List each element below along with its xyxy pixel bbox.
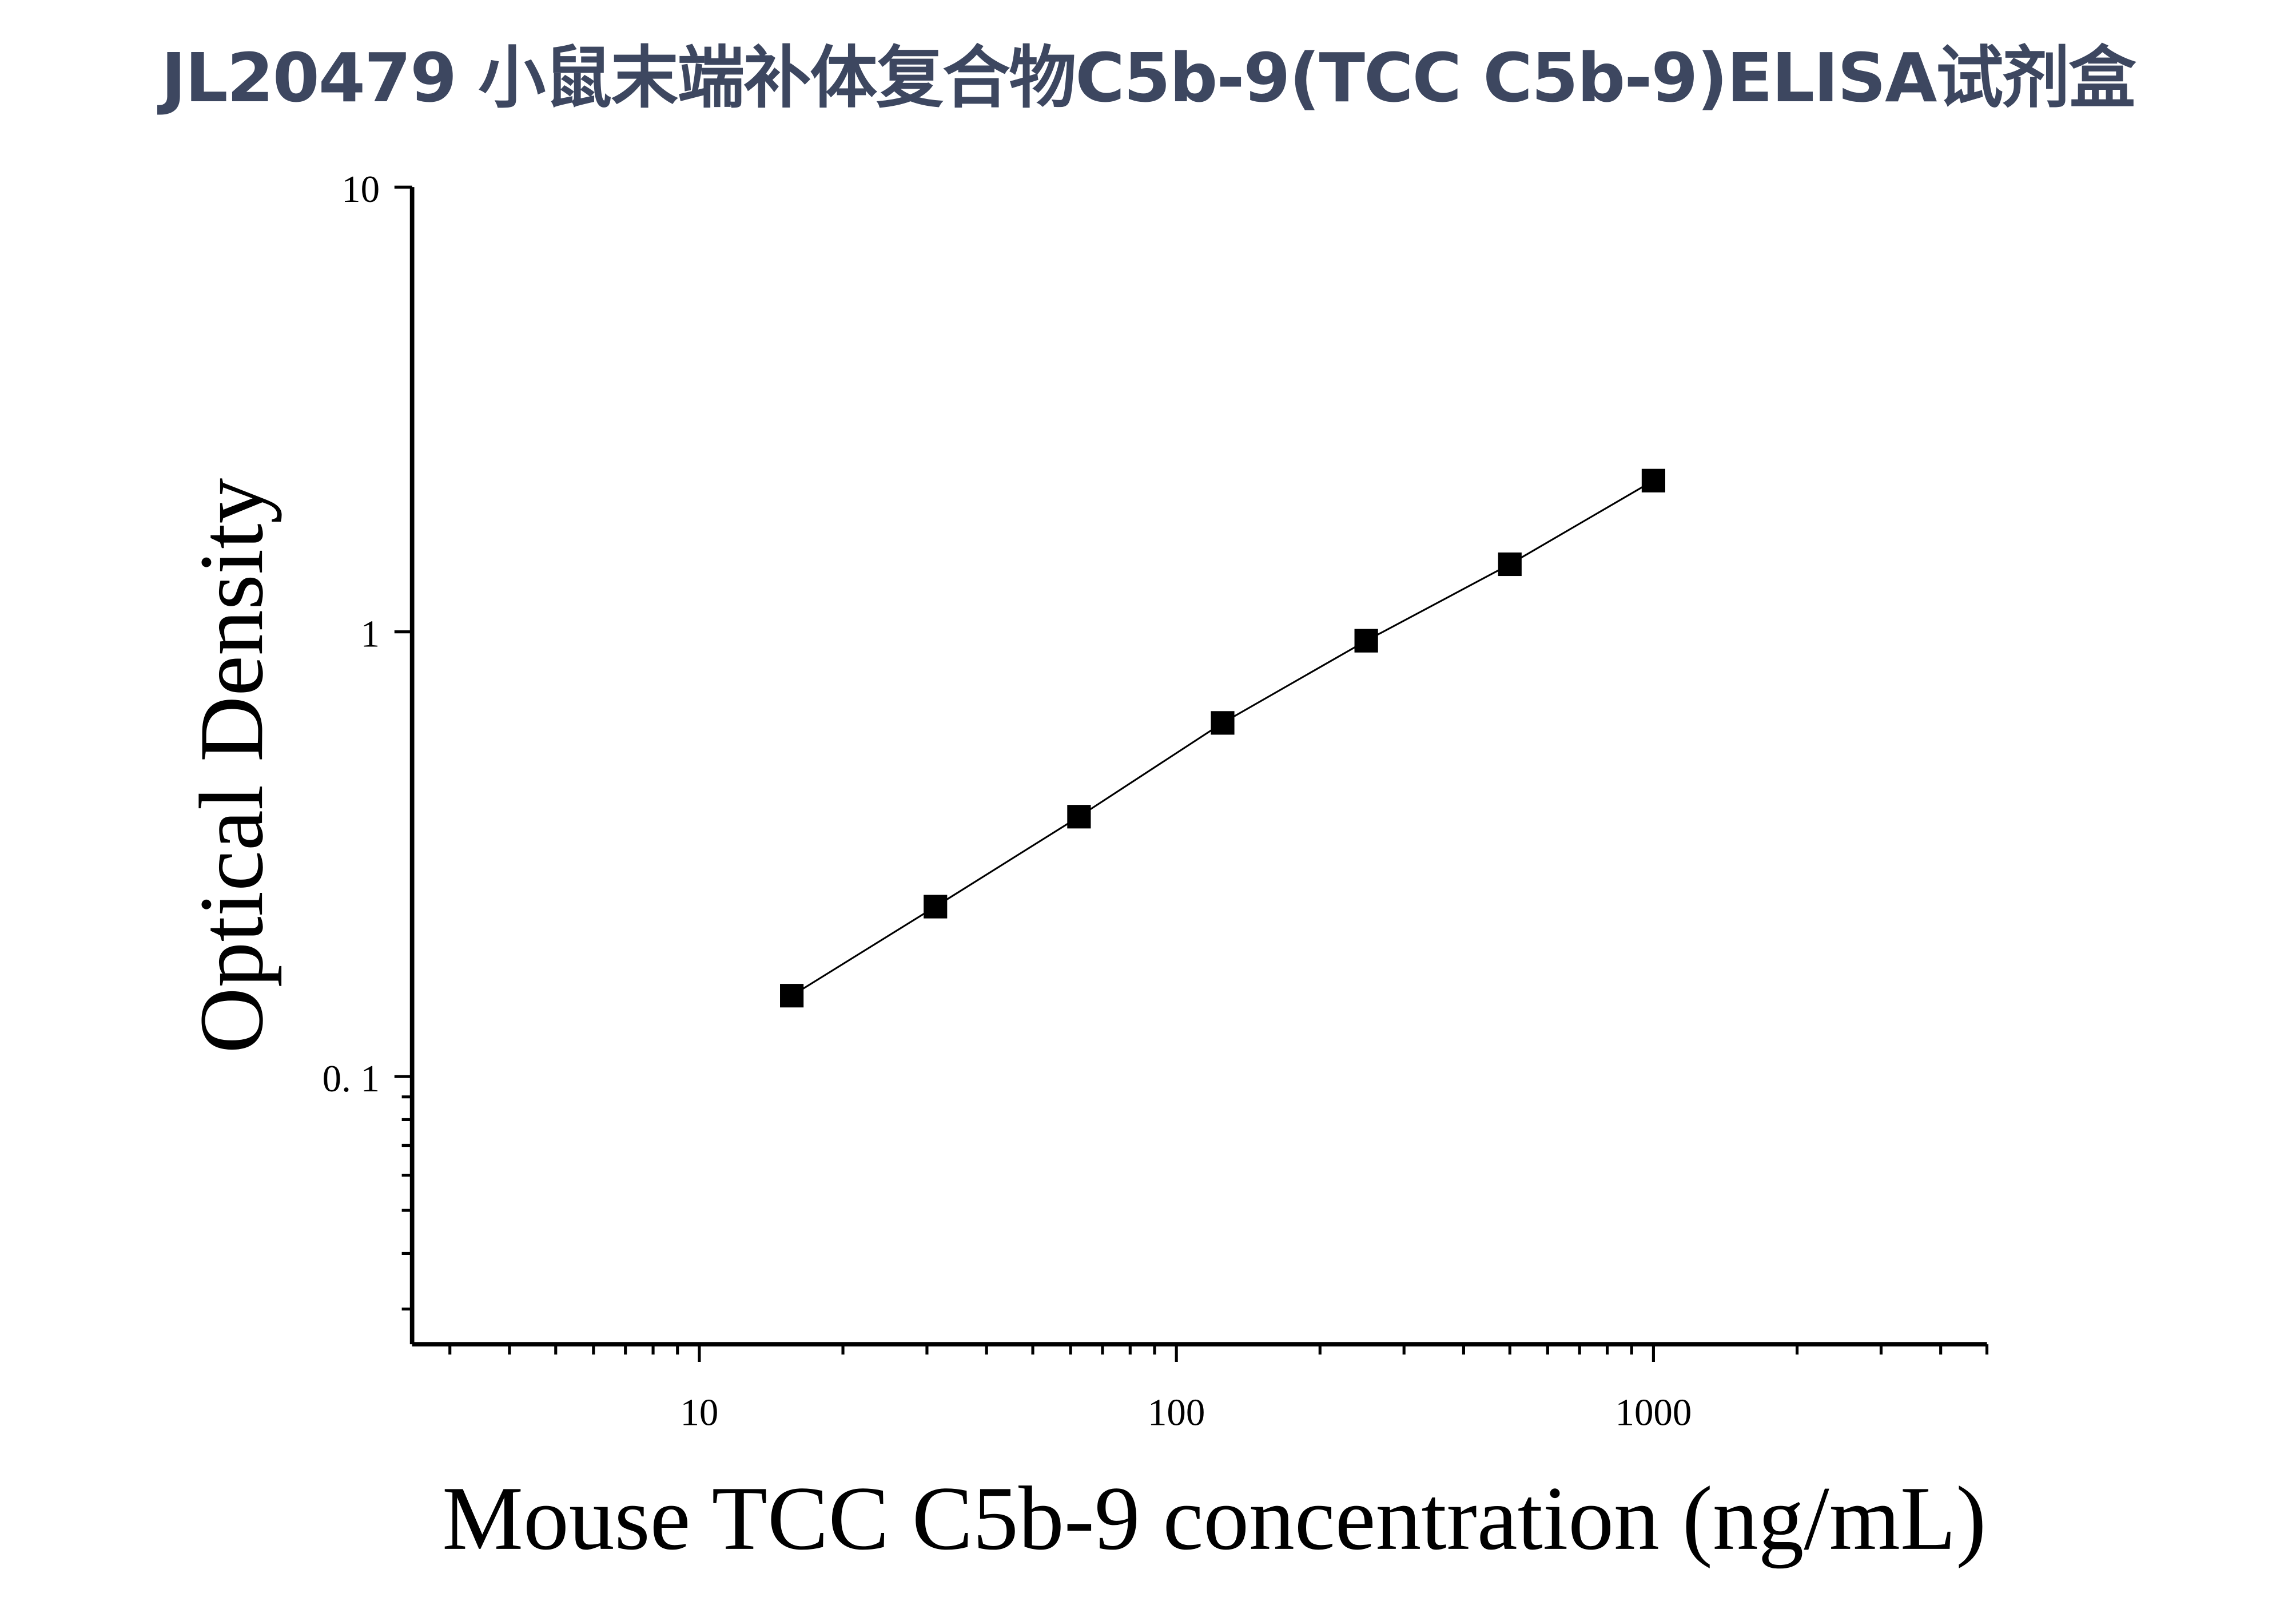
data-point: [1211, 711, 1235, 735]
data-point: [1498, 552, 1522, 577]
data-marks: [780, 468, 1665, 1008]
data-point: [1067, 805, 1091, 829]
x-tick-label: 10: [680, 1392, 718, 1434]
x-tick-label: 100: [1148, 1392, 1205, 1434]
x-axis-title: Mouse TCC C5b-9 concentration (ng/mL): [442, 1468, 1986, 1569]
data-point: [924, 895, 948, 919]
series-line: [791, 479, 1654, 997]
data-point: [780, 984, 804, 1008]
x-tick-label: 1000: [1615, 1392, 1692, 1434]
y-tick-label: 10: [341, 168, 380, 210]
y-tick-label: 1: [361, 613, 380, 655]
data-point: [1641, 468, 1665, 492]
y-axis-title: Optical Density: [181, 478, 282, 1053]
data-point: [1354, 629, 1378, 653]
axes: 10 100 1000 0. 1 1 10: [323, 168, 1989, 1434]
chart-title: JL20479 小鼠末端补体复合物C5b-9(TCC C5b-9)ELISA试剂…: [161, 38, 2136, 117]
y-tick-label: 0. 1: [323, 1058, 380, 1100]
